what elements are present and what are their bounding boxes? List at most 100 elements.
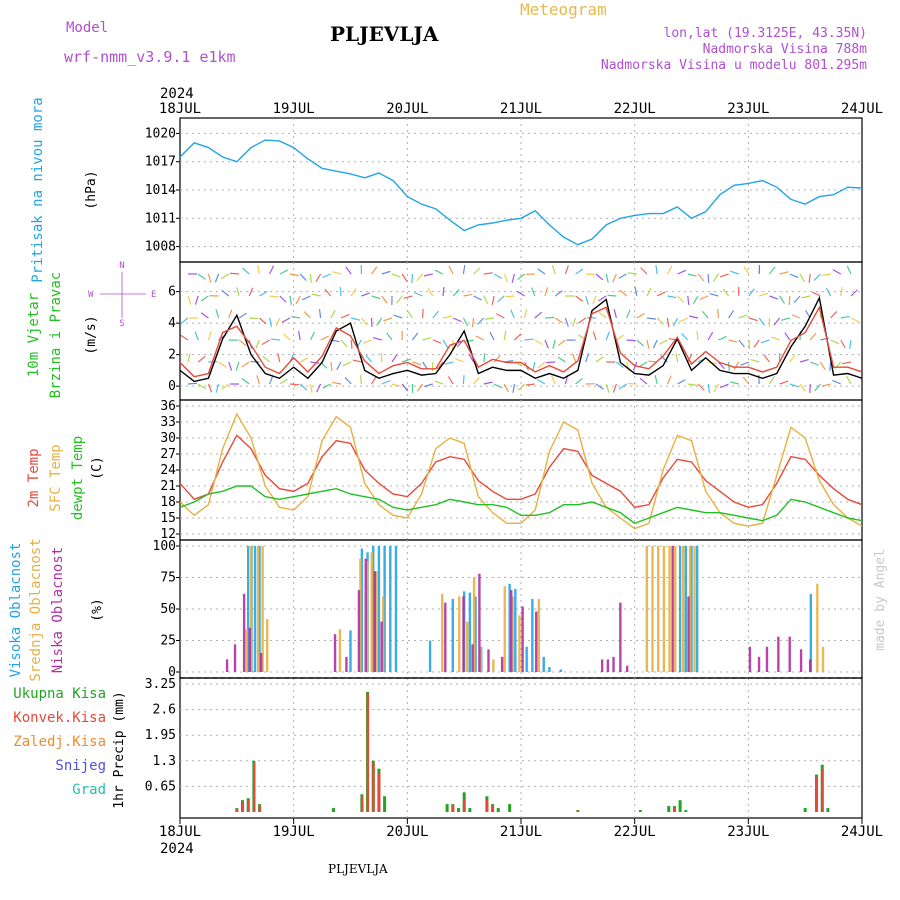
- wind-barb: [493, 355, 501, 363]
- cloud-bar-high: [514, 588, 517, 672]
- cloud-bar-mid: [816, 583, 819, 672]
- wind-gust-line: [179, 305, 863, 378]
- wind-barb: [411, 332, 419, 341]
- wind-barb: [646, 317, 657, 320]
- cloud-bar-low: [765, 646, 769, 672]
- cloud-bar-low: [462, 596, 465, 672]
- wind-barb: [595, 356, 604, 363]
- wind-barb: [221, 383, 230, 390]
- temp-unit: (C): [90, 456, 105, 479]
- wind-barb: [701, 310, 709, 319]
- wind-barb: [473, 376, 480, 385]
- cloud-bar-low: [606, 659, 610, 672]
- wind-barb: [750, 358, 760, 363]
- cloud-bar-mid: [479, 646, 483, 672]
- wind-barb: [646, 339, 650, 349]
- wind-barb: [360, 317, 368, 326]
- cloud-bar-low: [471, 644, 474, 672]
- wind-barb: [605, 383, 610, 393]
- cloud-bar-mid: [458, 596, 461, 672]
- wind-barb: [554, 290, 563, 297]
- cloud-bar-high: [377, 546, 381, 672]
- wind-barb: [656, 291, 666, 297]
- y-tick-label: 25: [160, 634, 176, 649]
- cloud-bar-low: [380, 621, 383, 672]
- wind-barb: [464, 339, 474, 343]
- wind-barb: [675, 353, 679, 363]
- wind-barb: [799, 358, 809, 363]
- wind-barb: [639, 377, 648, 385]
- wind-barb: [748, 288, 755, 297]
- cloud-bar-high: [360, 548, 364, 672]
- wind-barb: [572, 317, 577, 327]
- wind-barb: [667, 295, 677, 299]
- wind-barb: [255, 339, 260, 349]
- cloud-bar-mid: [821, 646, 825, 672]
- wind-barb: [283, 333, 291, 341]
- cloud-bar-high: [428, 640, 432, 672]
- wind-barb: [730, 270, 739, 275]
- wind-barb: [811, 291, 821, 297]
- wind-barb: [832, 269, 842, 275]
- wind-barb: [654, 375, 658, 385]
- cloud-bar-low: [364, 558, 367, 672]
- wind-barb: [564, 265, 569, 275]
- cloud-bar-mid: [261, 546, 264, 672]
- cloud-bar-high: [684, 546, 688, 672]
- wind-barb: [406, 310, 413, 319]
- wind-barb: [220, 273, 230, 280]
- wind-barb: [332, 381, 342, 385]
- wind-barb: [717, 308, 719, 319]
- wind-barb: [342, 361, 352, 367]
- cloud-bar-mid: [674, 546, 677, 672]
- wind-barb: [554, 317, 563, 324]
- temp-dewpt-line: [179, 485, 863, 525]
- cloud-bar-high: [542, 656, 545, 672]
- wind-barb: [618, 273, 627, 279]
- wind-barb: [416, 383, 424, 392]
- wind-barb: [505, 295, 515, 298]
- wind-barb: [269, 265, 275, 275]
- wind-barb: [799, 273, 806, 283]
- cloud-bar-mid: [441, 593, 444, 672]
- cloud-bar-low: [625, 665, 629, 672]
- wind-barb: [393, 314, 403, 319]
- wind-barb: [551, 265, 556, 275]
- wind-barb: [697, 383, 705, 391]
- wind-barb: [463, 293, 473, 297]
- precip-bar: [486, 800, 489, 812]
- wind-barb: [391, 383, 401, 387]
- wind-barb: [324, 288, 332, 297]
- wind-barb: [809, 361, 819, 366]
- precip-bar: [331, 808, 335, 812]
- precip-legend-item: Konvek.Kisa: [13, 710, 106, 726]
- wind-barb: [477, 317, 485, 325]
- wind-barb: [789, 354, 796, 363]
- precip-bar: [372, 762, 375, 812]
- wind-barb: [207, 383, 213, 393]
- wind-barb: [720, 383, 729, 389]
- cloud-bar-low: [357, 590, 361, 672]
- wind-barb: [316, 383, 322, 393]
- time-label-top: 21JUL: [500, 101, 542, 117]
- wind-barb: [228, 361, 233, 371]
- wind-barb: [575, 268, 584, 275]
- cloud-bar-low: [600, 659, 604, 672]
- wind-barb: [616, 334, 625, 341]
- wind-barb: [544, 339, 549, 349]
- wind-barb: [462, 317, 469, 327]
- cloud-bar-low: [535, 611, 538, 672]
- wind-barb: [493, 383, 503, 389]
- y-tick-label: 21: [160, 479, 176, 494]
- wind-barb: [257, 265, 260, 275]
- wind-barb: [640, 267, 648, 275]
- cloud-bar-mid: [693, 546, 696, 672]
- cloud-bar-mid: [662, 546, 666, 672]
- wind-barb: [270, 338, 280, 341]
- wind-barb: [391, 273, 401, 278]
- model-altitude: Nadmorska Visina u modelu 801.295m: [600, 58, 867, 73]
- wind-barb: [301, 295, 311, 301]
- wind-barb: [626, 309, 631, 319]
- wind-barb: [434, 269, 444, 275]
- cloud-bar-mid: [511, 596, 514, 672]
